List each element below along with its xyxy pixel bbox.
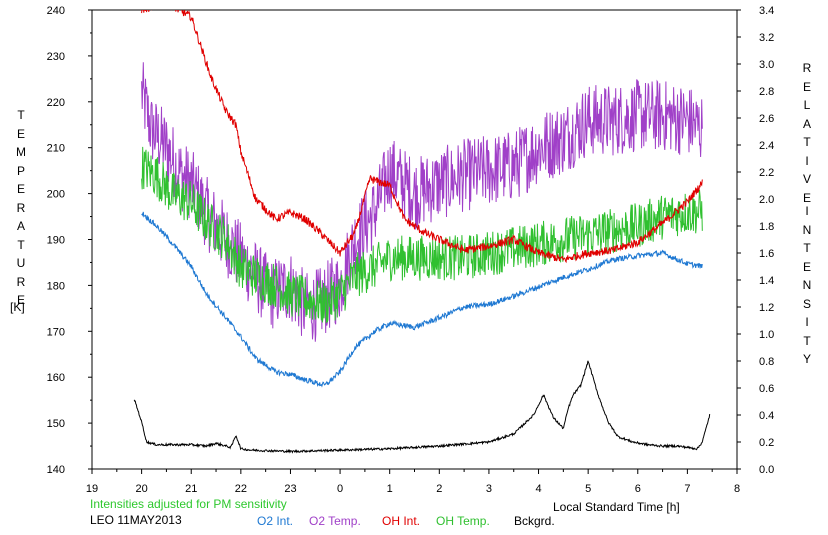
left-axis-unit: [K] (10, 300, 25, 314)
series-line-oh-int (141, 10, 703, 264)
temperature-label-letter: A (16, 219, 25, 233)
relative-label-letter: L (803, 98, 811, 112)
intensity-label-letter: I (805, 204, 809, 218)
x-tick-label: 21 (185, 483, 197, 495)
relative-label-letter: V (802, 172, 811, 186)
left-tick-label: 150 (47, 418, 65, 430)
temperature-label-letter: R (16, 200, 26, 215)
series-layer (133, 10, 711, 454)
intensity-label-letter: I (805, 315, 809, 329)
left-tick-label: 140 (47, 464, 65, 476)
temperature-label-letter: T (17, 237, 25, 252)
legend-o2-temp: O2 Temp. (309, 514, 361, 528)
x-tick-label: 22 (235, 483, 247, 495)
intensity-label-letter: S (802, 296, 811, 311)
temperature-label-letter: E (16, 126, 25, 141)
x-tick-label: 20 (135, 483, 147, 495)
right-tick-label: 2.6 (759, 113, 774, 125)
right-tick-label: 3.0 (759, 59, 774, 71)
right-axis-ticks: 0.0 0.2 0.4 0.6 0.8 1.0 1.2 1.4 1.6 1.8 2.0 2.2 2.4 2… (737, 5, 774, 476)
intensity-label-letter: E (802, 259, 811, 274)
left-tick-label: 210 (47, 143, 65, 155)
right-tick-label: 1.6 (759, 248, 774, 260)
temperature-label-letter: R (16, 274, 26, 289)
left-tick-label: 200 (47, 189, 65, 201)
intensity-label-letter: T (803, 333, 811, 348)
temperature-label-letter: T (17, 108, 25, 122)
relative-label-letter: R (802, 61, 812, 75)
temperature-label-letter: E (16, 182, 25, 196)
right-tick-label: 0.8 (759, 356, 774, 368)
x-tick-label: 5 (585, 483, 591, 495)
x-tick-label: 1 (387, 483, 393, 495)
right-tick-label: 2.2 (759, 167, 774, 179)
x-tick-label: 0 (337, 483, 343, 495)
temperature-label-letter: U (16, 256, 26, 270)
station-date-label: LEO 11MAY2013 (90, 513, 182, 527)
legend-o2-int: O2 Int. (257, 514, 294, 528)
temperature-label-letter: P (16, 163, 25, 178)
right-tick-label: 3.4 (759, 5, 774, 17)
series-line-o2-int (141, 211, 703, 388)
relative-label-letter: E (802, 190, 811, 205)
x-tick-label: 6 (635, 483, 641, 495)
right-tick-label: 0.6 (759, 383, 774, 395)
right-tick-label: 0.0 (759, 464, 774, 476)
left-tick-label: 220 (47, 97, 65, 109)
x-tick-label: 19 (86, 483, 98, 495)
right-tick-label: 0.4 (759, 410, 774, 422)
left-tick-label: 240 (47, 5, 65, 17)
left-tick-label: 180 (47, 280, 65, 292)
x-tick-label: 8 (734, 483, 740, 495)
x-tick-label: 2 (436, 483, 442, 495)
right-tick-label: 1.4 (759, 275, 774, 287)
x-tick-label: 7 (684, 483, 690, 495)
relative-label-letter: I (805, 153, 809, 168)
right-tick-label: 1.8 (759, 221, 774, 233)
left-tick-label: 160 (47, 372, 65, 384)
legend-background: Bckgrd. (514, 514, 555, 528)
series-line-bckgrd (133, 360, 711, 454)
left-tick-label: 170 (47, 326, 65, 338)
right-tick-label: 2.4 (759, 140, 774, 152)
left-axis-ticks: 140 150 160 170 180 190 200 210 220 230 240 (47, 5, 92, 476)
x-axis-ticks: 19 20 21 22 23 0 1 2 3 4 5 6 7 8 (86, 469, 740, 495)
relative-label-letter: E (802, 79, 811, 94)
intensity-label-letter: N (802, 278, 812, 292)
intensity-label-letter: Y (802, 352, 811, 366)
temperature-label-letter: M (16, 145, 26, 159)
right-tick-label: 2.8 (759, 86, 774, 98)
right-tick-label: 0.2 (759, 437, 774, 449)
legend-oh-int: OH Int. (382, 514, 421, 528)
pm-sensitivity-note: Intensities adjusted for PM sensitivity (90, 497, 287, 511)
x-tick-label: 23 (284, 483, 296, 495)
right-tick-label: 1.2 (759, 302, 774, 314)
series-line-o2-temp (141, 62, 703, 342)
right-tick-label: 1.0 (759, 329, 774, 341)
legend-oh-temp: OH Temp. (436, 514, 490, 528)
x-axis-label: Local Standard Time [h] (553, 500, 680, 514)
intensity-label-letter: N (802, 222, 812, 237)
relative-label-letter: A (802, 116, 811, 131)
temperature-label-letter: E (16, 293, 25, 307)
right-tick-label: 3.2 (759, 32, 774, 44)
left-tick-label: 230 (47, 51, 65, 63)
x-tick-label: 4 (535, 483, 541, 495)
intensity-label-letter: T (803, 241, 811, 255)
relative-label-letter: T (803, 135, 811, 149)
series-line-oh-temp (141, 146, 703, 324)
left-tick-label: 190 (47, 235, 65, 247)
right-tick-label: 2.0 (759, 194, 774, 206)
x-tick-label: 3 (486, 483, 492, 495)
